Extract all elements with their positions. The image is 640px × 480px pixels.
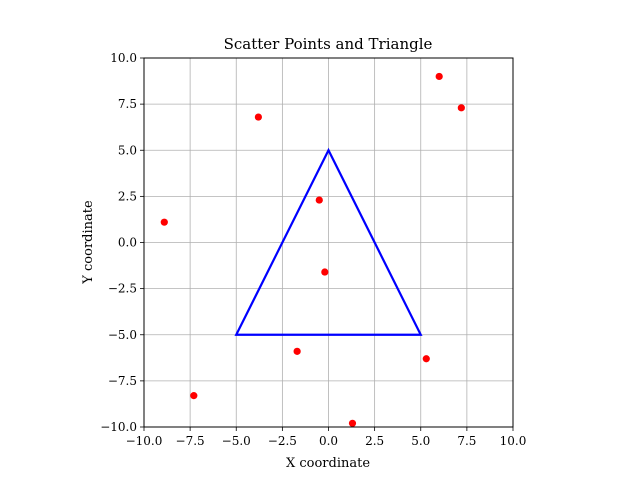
scatter-point [160,218,168,226]
x-tick-label: −2.5 [268,434,297,448]
x-tick-label: 7.5 [457,434,476,448]
y-tick-label: −7.5 [108,374,137,388]
x-tick-label: −7.5 [176,434,205,448]
scatter-point [348,419,357,427]
ticks: −10.0 −7.5 −5.0 −2.5 0.0 2.5 5.0 7.5 10.0 −10.0 −7… [100,51,526,448]
scatter-point [321,268,329,276]
y-tick-label: −10.0 [100,420,137,434]
chart-title: Scatter Points and Triangle [224,35,433,53]
x-tick-label: −10.0 [126,434,163,448]
x-tick-label: 5.0 [411,434,430,448]
y-tick-label: 5.0 [118,143,137,157]
scatter-point [457,104,465,112]
y-tick-label: 7.5 [118,97,137,111]
x-tick-label: −5.0 [222,434,251,448]
scatter-point [435,72,443,81]
grid [143,57,514,428]
y-tick-label: −2.5 [108,282,137,296]
x-axis-label: X coordinate [286,456,370,471]
y-tick-label: 0.0 [118,236,137,250]
scatter-point [422,355,430,363]
y-tick-label: 2.5 [118,189,137,203]
x-tick-label: 10.0 [500,434,527,448]
y-tick-label: 10.0 [110,51,137,65]
scatter-point [190,392,198,400]
x-tick-label: 2.5 [365,434,384,448]
scatter-point [254,113,262,121]
scatter-point [315,196,323,204]
x-tick-label: 0.0 [319,434,338,448]
triangle-outline [234,147,423,336]
y-tick-label: −5.0 [108,328,137,342]
y-axis-label: Y coordinate [81,200,96,285]
scatter-point [293,347,301,355]
plot-data [160,72,465,427]
